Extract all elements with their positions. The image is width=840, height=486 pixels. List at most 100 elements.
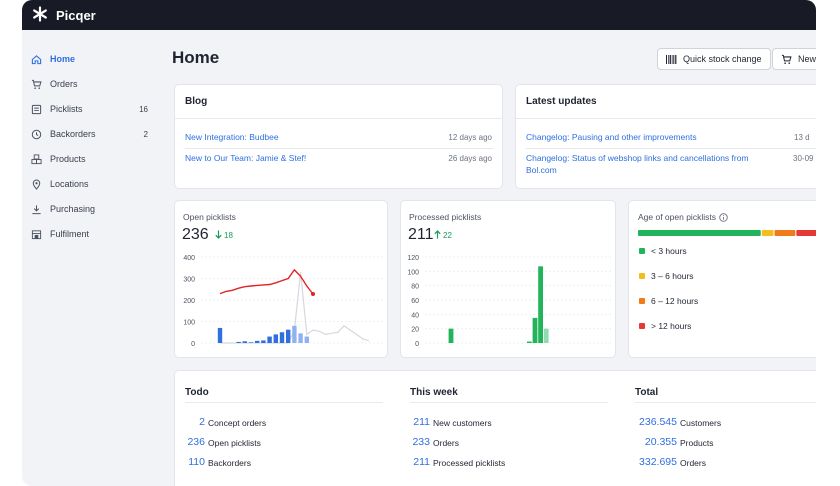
- y-tick-label: 100: [183, 320, 195, 327]
- update-date: 13 d: [794, 133, 810, 142]
- open-picklists-delta: 18: [215, 230, 233, 241]
- quick-stock-change-button[interactable]: Quick stock change: [657, 48, 771, 70]
- sidebar-item-label: Backorders: [50, 129, 96, 139]
- open-picklists-card: Open picklists 236 18 0 100 200 300 400: [174, 200, 388, 358]
- update-link[interactable]: Changelog: Status of webshop links and c…: [526, 153, 749, 175]
- week-count[interactable]: 211: [413, 456, 430, 468]
- todo-count[interactable]: 110: [188, 456, 205, 468]
- blog-date: 26 days ago: [448, 154, 492, 163]
- legend-swatch-green: [639, 248, 645, 254]
- total-count[interactable]: 20.355: [644, 436, 677, 448]
- app-name[interactable]: Picqer: [56, 7, 96, 23]
- age-legend-label: 3 – 6 hours: [651, 271, 694, 281]
- sidebar-item-fulfilment[interactable]: Fulfilment: [30, 225, 152, 243]
- latest-updates-card: Latest updates Changelog: Pausing and ot…: [515, 84, 816, 189]
- sidebar-item-backorders[interactable]: Backorders 2: [30, 125, 152, 143]
- arrow-up-icon: [434, 230, 441, 241]
- sidebar-item-orders[interactable]: Orders: [30, 75, 152, 93]
- sidebar-item-products[interactable]: Products: [30, 150, 152, 168]
- divider: [635, 402, 816, 403]
- open-picklists-bar: [267, 336, 272, 343]
- processed-picklists-bar: [532, 317, 538, 343]
- sidebar-item-picklists[interactable]: Picklists 16: [30, 100, 152, 118]
- age-picklists-header: Age of open picklists: [638, 212, 728, 222]
- processed-picklists-bar: [538, 266, 543, 343]
- total-count[interactable]: 332.695: [639, 456, 677, 468]
- y-tick-label: 100: [407, 269, 419, 276]
- open-picklists-bar: [236, 341, 241, 343]
- sidebar-item-label: Fulfilment: [50, 229, 90, 239]
- open-picklists-bar: [304, 336, 309, 343]
- summary-card: Todo 2 Concept orders 236 Open picklists…: [174, 370, 816, 486]
- barcode-icon: [666, 54, 677, 64]
- sidebar-item-purchasing[interactable]: Purchasing: [30, 200, 152, 218]
- processed-picklists-bar: [527, 341, 532, 343]
- info-icon[interactable]: [719, 212, 728, 222]
- todo-label: Backorders: [208, 458, 251, 468]
- y-tick-label: 400: [183, 255, 195, 262]
- age-segment: [638, 230, 761, 236]
- warehouse-icon: [30, 228, 42, 240]
- download-icon: [30, 203, 42, 215]
- blog-card: Blog New Integration: Budbee 12 days ago…: [174, 84, 503, 189]
- list-icon: [30, 103, 42, 115]
- new-label: New: [798, 54, 816, 64]
- week-count[interactable]: 211: [413, 416, 430, 428]
- top-bar: Picqer: [22, 0, 816, 30]
- processed-picklists-delta-value: 22: [443, 231, 452, 240]
- y-tick-label: 60: [411, 298, 419, 305]
- processed-picklists-value: 211: [408, 226, 434, 243]
- processed-picklists-card: Processed picklists 211 22 0 20 40 60 80 100 1…: [400, 200, 616, 358]
- picklists-count-badge: 16: [139, 104, 148, 114]
- y-tick-label: 40: [411, 312, 419, 319]
- open-picklists-bar: [255, 340, 260, 343]
- sidebar-item-label: Orders: [50, 79, 78, 89]
- todo-count[interactable]: 2: [199, 416, 205, 428]
- age-segment: [761, 230, 774, 236]
- sidebar-item-label: Locations: [50, 179, 89, 189]
- week-label: Orders: [433, 438, 459, 448]
- sidebar-item-locations[interactable]: Locations: [30, 175, 152, 193]
- latest-updates-title: Latest updates: [526, 96, 597, 107]
- y-tick-label: 0: [191, 341, 195, 348]
- blog-link[interactable]: New Integration: Budbee: [185, 132, 279, 142]
- cart-icon: [781, 54, 792, 65]
- update-link[interactable]: Changelog: Pausing and other improvement…: [526, 132, 697, 142]
- week-count[interactable]: 233: [412, 436, 430, 448]
- clock-icon: [30, 128, 42, 140]
- total-label: Products: [680, 438, 714, 448]
- total-count[interactable]: 236.545: [639, 416, 677, 428]
- quick-stock-change-label: Quick stock change: [683, 54, 762, 64]
- boxes-icon: [30, 153, 42, 165]
- app-window: Picqer Home Orders Picklists 16 B: [22, 0, 816, 486]
- age-legend-label: > 12 hours: [651, 321, 692, 331]
- line-end-point: [311, 291, 315, 296]
- week-label: New customers: [433, 418, 492, 428]
- total-title: Total: [635, 387, 659, 398]
- arrow-down-icon: [215, 230, 222, 241]
- sidebar: Home Orders Picklists 16 Backorders 2: [22, 30, 160, 486]
- divider: [526, 148, 816, 149]
- open-picklists-bar: [217, 327, 223, 343]
- backorders-count-badge: 2: [143, 129, 148, 139]
- divider: [516, 118, 816, 119]
- open-picklists-bar: [279, 332, 285, 343]
- new-button[interactable]: New: [772, 48, 816, 70]
- age-stacked-bar: [638, 230, 816, 236]
- sidebar-item-home[interactable]: Home: [30, 50, 152, 68]
- y-tick-label: 0: [415, 341, 419, 348]
- divider: [185, 148, 494, 149]
- open-picklists-chart: 0 100 200 300 400: [183, 255, 383, 348]
- legend-swatch-red: [639, 323, 645, 329]
- blog-title: Blog: [185, 96, 208, 107]
- sidebar-item-label: Products: [50, 154, 86, 164]
- y-tick-label: 20: [411, 327, 419, 334]
- page-title: Home: [172, 48, 220, 67]
- age-picklists-card: Age of open picklists < 3 hours 3 – 6 ho…: [628, 200, 816, 358]
- processed-picklists-bar: [543, 328, 549, 343]
- blog-date: 12 days ago: [448, 133, 492, 142]
- todo-count[interactable]: 236: [187, 436, 205, 448]
- blog-link[interactable]: New to Our Team: Jamie & Stef!: [185, 153, 307, 163]
- age-segment: [796, 230, 816, 236]
- sidebar-item-label: Picklists: [50, 104, 83, 114]
